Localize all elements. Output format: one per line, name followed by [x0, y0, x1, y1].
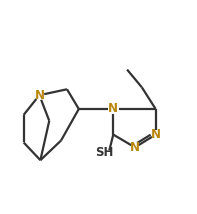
Text: N: N	[151, 128, 161, 141]
Text: N: N	[34, 89, 44, 102]
Text: N: N	[130, 141, 140, 154]
Text: N: N	[108, 103, 118, 116]
Text: SH: SH	[95, 146, 114, 159]
